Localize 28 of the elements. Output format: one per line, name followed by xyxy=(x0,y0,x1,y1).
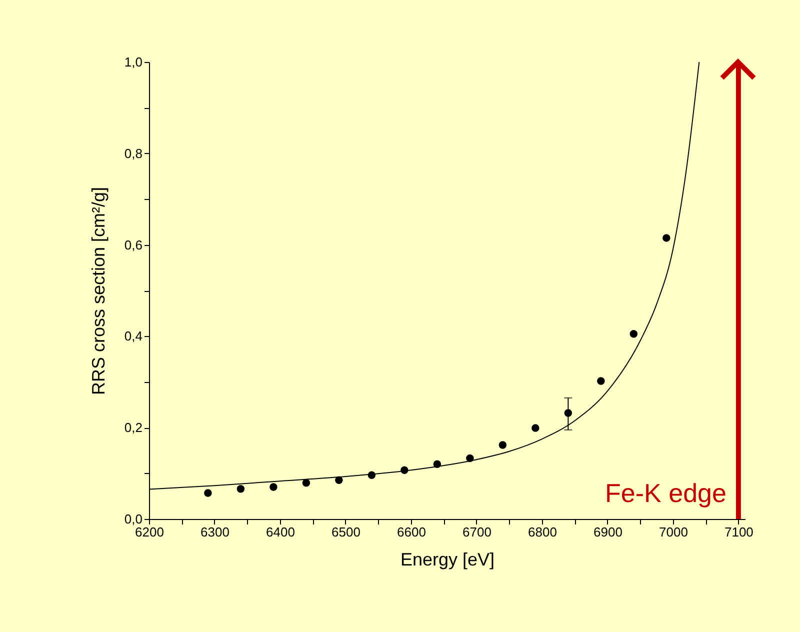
x-tick-label: 6300 xyxy=(200,524,230,540)
x-tick-label: 6800 xyxy=(528,524,557,540)
y-tick-label: 0,8 xyxy=(124,146,142,161)
point xyxy=(302,479,310,487)
x-tick-label: 6500 xyxy=(332,524,360,540)
x-tick-label: 6200 xyxy=(135,524,164,540)
y-tick-label: 1,0 xyxy=(124,54,142,70)
x-tick-label: 6400 xyxy=(266,524,295,540)
x-tick-label: 6600 xyxy=(397,524,426,540)
x-tick-label: 7000 xyxy=(658,524,688,540)
point xyxy=(204,489,212,497)
x-axis-title: Energy [eV] xyxy=(400,550,495,570)
point xyxy=(597,377,605,385)
point xyxy=(270,483,278,491)
x-tick-label: 6900 xyxy=(594,524,622,540)
y-axis-title: RRS cross section [cm²/g] xyxy=(88,186,108,396)
point xyxy=(532,424,540,432)
point xyxy=(630,330,638,338)
point xyxy=(236,484,245,493)
point xyxy=(498,441,507,449)
y-tick-label: 0,0 xyxy=(124,512,142,526)
point xyxy=(662,234,670,242)
y-tick-label: 0,4 xyxy=(124,328,142,344)
y-tick-label: 0,6 xyxy=(124,237,142,252)
x-tick-label: 6700 xyxy=(462,524,492,540)
y-tick-label: 0,2 xyxy=(124,420,142,436)
x-tick-label: 7100 xyxy=(724,524,754,540)
ref-line-label: Fe-K edge xyxy=(605,478,726,508)
